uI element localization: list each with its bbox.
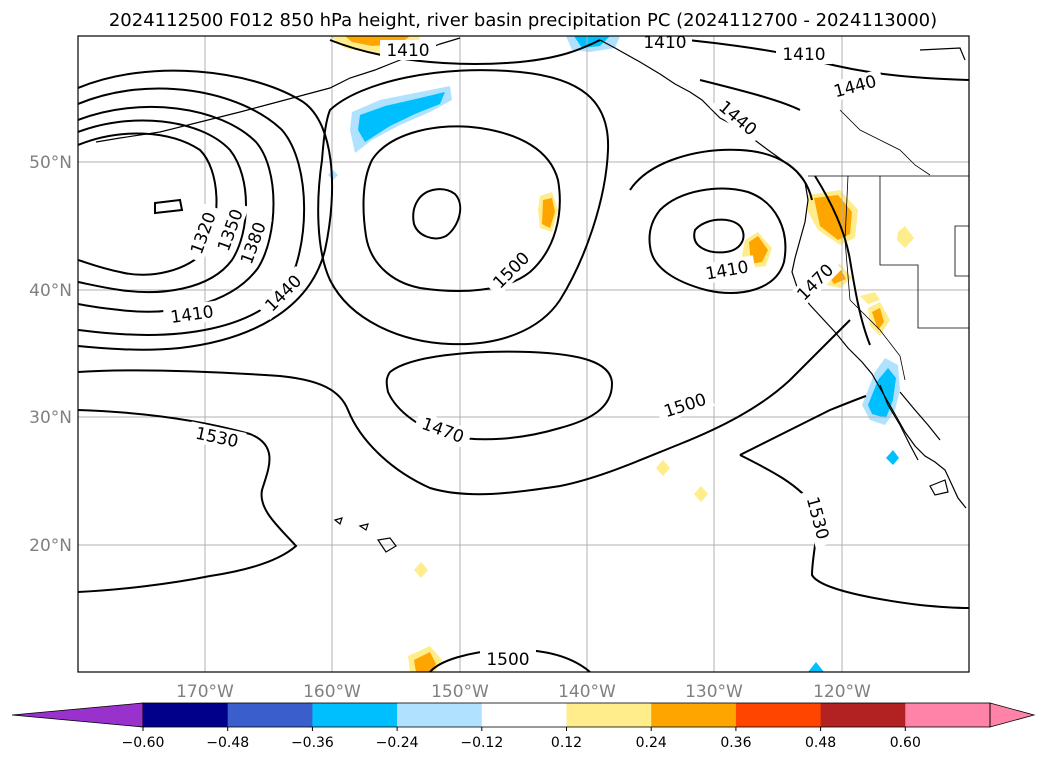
latitude-labels: 50°N 40°N 30°N 20°N <box>29 153 72 556</box>
map-area: 1410 1410 1410 1440 1440 1320 1350 1380 … <box>78 33 969 672</box>
colorbar-tick-label: 0.12 <box>551 735 582 751</box>
colorbar-tick-label: 0.60 <box>890 735 921 751</box>
svg-text:1410: 1410 <box>386 41 429 61</box>
colorbar-tick-label: 0.24 <box>636 735 667 751</box>
lat-label: 40°N <box>29 281 72 301</box>
colorbar-ticks: −0.60 −0.48 −0.36 −0.24 −0.12 0.12 0.24 0.36 0.4… <box>122 727 921 751</box>
contour-label: 1410 <box>640 33 692 53</box>
svg-text:1410: 1410 <box>782 45 825 65</box>
colorbar-segment <box>227 703 313 727</box>
lat-label: 30°N <box>29 408 72 428</box>
map-frame <box>77 35 970 673</box>
colorbar-segment <box>820 703 906 727</box>
contour-label: 1440 <box>825 69 885 103</box>
colorbar-extend-high <box>989 702 1036 728</box>
lat-label: 50°N <box>29 153 72 173</box>
svg-text:1410: 1410 <box>643 33 686 53</box>
contour-label: 1410 <box>380 40 436 61</box>
colorbar-segment <box>312 703 398 727</box>
lon-label: 150°W <box>431 682 489 702</box>
lon-label: 120°W <box>813 682 871 702</box>
lon-label: 160°W <box>303 682 361 702</box>
colorbar-tick-label: −0.36 <box>291 735 334 751</box>
map-background <box>78 36 969 672</box>
colorbar-tick-label: −0.12 <box>460 735 503 751</box>
colorbar-segment <box>397 703 483 727</box>
lon-label: 130°W <box>685 682 743 702</box>
colorbar-segment <box>566 703 652 727</box>
political-borders <box>808 109 969 381</box>
colorbar <box>11 702 1036 728</box>
colorbar-tick-label: −0.60 <box>122 735 165 751</box>
colorbar-tick-label: −0.24 <box>376 735 419 751</box>
lon-label: 140°W <box>558 682 616 702</box>
contour-label: 1410 <box>776 44 832 65</box>
colorbar-segment <box>143 703 229 727</box>
figure-title: 2024112500 F012 850 hPa height, river ba… <box>109 10 937 31</box>
lon-label: 170°W <box>176 682 234 702</box>
svg-text:1500: 1500 <box>486 650 529 670</box>
longitude-labels: 170°W 160°W 150°W 140°W 130°W 120°W <box>176 682 871 702</box>
colorbar-tick-label: −0.48 <box>206 735 249 751</box>
colorbar-segment <box>651 703 737 727</box>
height-contours <box>78 36 969 672</box>
lat-label: 20°N <box>29 536 72 556</box>
colorbar-tick-label: 0.36 <box>720 735 751 751</box>
colorbar-extend-low <box>11 702 144 728</box>
colorbar-segment <box>481 703 567 727</box>
colorbar-segment <box>905 703 991 727</box>
colorbar-tick-label: 0.48 <box>805 735 836 751</box>
colorbar-segment <box>735 703 822 727</box>
contour-label: 1500 <box>480 648 536 670</box>
